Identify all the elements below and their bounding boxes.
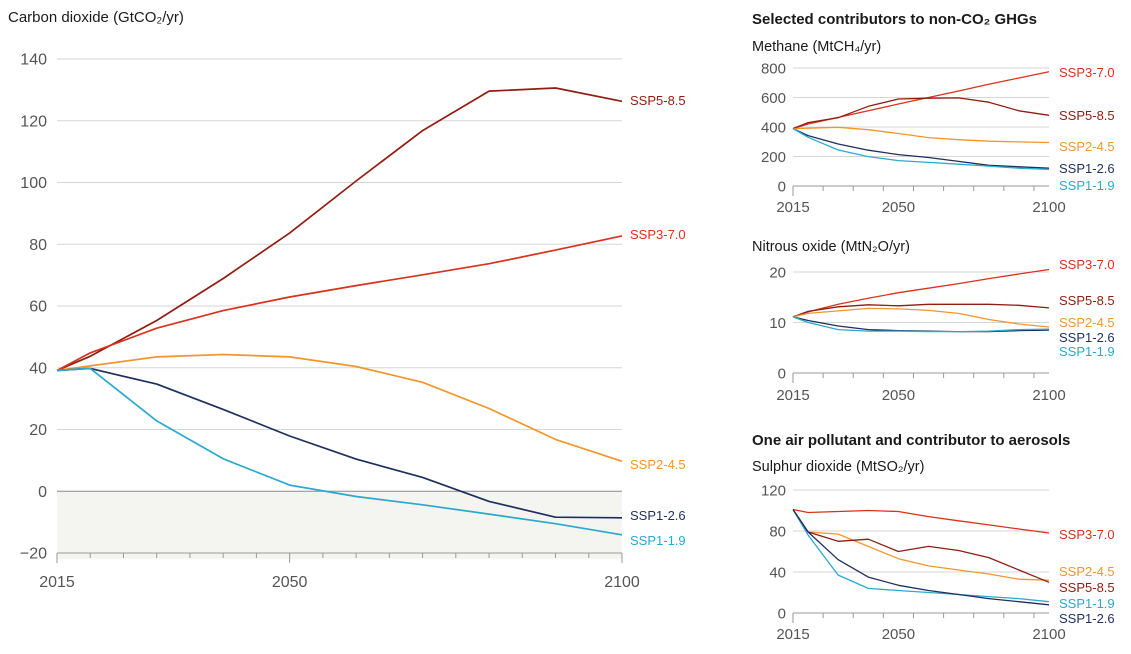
co2-title: Carbon dioxide (GtCO₂/yr)	[8, 9, 184, 26]
co2-series-label-ssp1-2-6: SSP1-2.6	[630, 508, 686, 523]
methane-series-label-ssp3-7-0: SSP3-7.0	[1059, 65, 1115, 80]
so2-series-label-ssp1-2-6: SSP1-2.6	[1059, 611, 1115, 626]
n2o-xtick-label: 2015	[776, 387, 809, 404]
negative-emissions-band	[57, 491, 622, 560]
co2-ytick-label: 120	[20, 113, 47, 130]
co2-ytick-label: 60	[29, 299, 47, 316]
co2-xtick-label: 2100	[604, 574, 640, 591]
co2-ytick-label: 140	[20, 52, 47, 69]
n2o-title: Nitrous oxide (MtN₂O/yr)	[752, 239, 910, 255]
co2-ytick-label: 80	[29, 237, 47, 254]
so2-chart: Sulphur dioxide (MtSO₂/yr) 120 80 40 0 2015 20…	[752, 459, 1115, 643]
methane-chart: Methane (MtCH₄/yr) 800 600 400 200 0 2015 2050 2…	[752, 39, 1115, 216]
so2-ytick-label: 0	[778, 606, 786, 623]
co2-line-ssp1-2-6	[56, 367, 623, 519]
methane-ytick-label: 0	[778, 179, 786, 196]
co2-line-ssp3-7-0	[56, 235, 623, 372]
co2-series-label-ssp3-7-0: SSP3-7.0	[630, 227, 686, 242]
methane-xtick-label: 2015	[776, 199, 809, 216]
so2-ytick-label: 120	[761, 483, 786, 500]
so2-line-ssp2-4-5	[792, 509, 1050, 581]
n2o-line-ssp1-1-9	[792, 316, 1050, 333]
methane-title: Methane (MtCH₄/yr)	[752, 39, 881, 55]
co2-ytick-label: 0	[38, 484, 47, 501]
ghg-section-title: Selected contributors to non-CO₂ GHGs	[752, 11, 1037, 28]
co2-series-label-ssp5-8-5: SSP5-8.5	[630, 93, 686, 108]
co2-ytick-label: 20	[29, 422, 47, 439]
n2o-xtick-label: 2100	[1032, 387, 1065, 404]
methane-xtick-label: 2050	[882, 199, 915, 216]
so2-series-label-ssp3-7-0: SSP3-7.0	[1059, 527, 1115, 542]
n2o-chart: Nitrous oxide (MtN₂O/yr) 20 10 0 2015 2050 210…	[752, 239, 1115, 404]
n2o-ytick-label: 10	[769, 315, 786, 332]
n2o-line-ssp5-8-5	[792, 303, 1050, 318]
so2-xtick-label: 2100	[1032, 626, 1065, 643]
methane-ytick-label: 200	[761, 149, 786, 166]
aerosol-section-title: One air pollutant and contributor to aer…	[752, 432, 1070, 449]
methane-series-label-ssp1-1-9: SSP1-1.9	[1059, 178, 1115, 193]
co2-series-label-ssp2-4-5: SSP2-4.5	[630, 457, 686, 472]
methane-line-ssp2-4-5	[792, 126, 1050, 144]
co2-line-ssp2-4-5	[56, 353, 623, 463]
co2-xtick-label: 2015	[39, 574, 75, 591]
so2-line-ssp5-8-5	[792, 509, 1050, 583]
co2-line-ssp1-1-9	[56, 367, 623, 536]
so2-series-label-ssp1-1-9: SSP1-1.9	[1059, 596, 1115, 611]
methane-ytick-label: 600	[761, 90, 786, 107]
so2-ytick-label: 40	[769, 565, 786, 582]
n2o-line-ssp3-7-0	[792, 268, 1050, 318]
n2o-line-ssp2-4-5	[792, 307, 1050, 328]
n2o-series-label-ssp5-8-5: SSP5-8.5	[1059, 293, 1115, 308]
methane-line-ssp1-2-6	[792, 128, 1050, 169]
so2-line-ssp1-2-6	[792, 509, 1050, 606]
methane-series-label-ssp5-8-5: SSP5-8.5	[1059, 108, 1115, 123]
n2o-ytick-label: 20	[769, 265, 786, 282]
so2-series-label-ssp5-8-5: SSP5-8.5	[1059, 580, 1115, 595]
so2-ytick-label: 80	[769, 524, 786, 541]
methane-ytick-label: 400	[761, 120, 786, 137]
co2-line-ssp5-8-5	[56, 87, 623, 372]
co2-series-label-ssp1-1-9: SSP1-1.9	[630, 533, 686, 548]
methane-line-ssp5-8-5	[792, 97, 1050, 130]
methane-series-label-ssp1-2-6: SSP1-2.6	[1059, 161, 1115, 176]
so2-series-label-ssp2-4-5: SSP2-4.5	[1059, 564, 1115, 579]
methane-line-ssp3-7-0	[792, 71, 1050, 130]
so2-xtick-label: 2050	[882, 626, 915, 643]
n2o-series-label-ssp2-4-5: SSP2-4.5	[1059, 315, 1115, 330]
n2o-xtick-label: 2050	[882, 387, 915, 404]
methane-line-ssp1-1-9	[792, 128, 1050, 170]
co2-chart: Carbon dioxide (GtCO₂/yr) 140 120 100 80 60 40…	[8, 9, 686, 591]
methane-xtick-label: 2100	[1032, 199, 1065, 216]
methane-ytick-label: 800	[761, 61, 786, 78]
so2-line-ssp1-1-9	[792, 509, 1050, 603]
co2-ytick-label: 40	[29, 360, 47, 377]
co2-ytick-label: −20	[20, 546, 47, 563]
co2-ytick-label: 100	[20, 175, 47, 192]
methane-series-label-ssp2-4-5: SSP2-4.5	[1059, 139, 1115, 154]
n2o-series-label-ssp1-1-9: SSP1-1.9	[1059, 344, 1115, 359]
so2-line-ssp3-7-0	[792, 508, 1050, 534]
so2-xtick-label: 2015	[776, 626, 809, 643]
co2-xtick-label: 2050	[272, 574, 308, 591]
so2-title: Sulphur dioxide (MtSO₂/yr)	[752, 459, 924, 475]
n2o-series-label-ssp1-2-6: SSP1-2.6	[1059, 330, 1115, 345]
n2o-series-label-ssp3-7-0: SSP3-7.0	[1059, 257, 1115, 272]
n2o-ytick-label: 0	[778, 366, 786, 383]
